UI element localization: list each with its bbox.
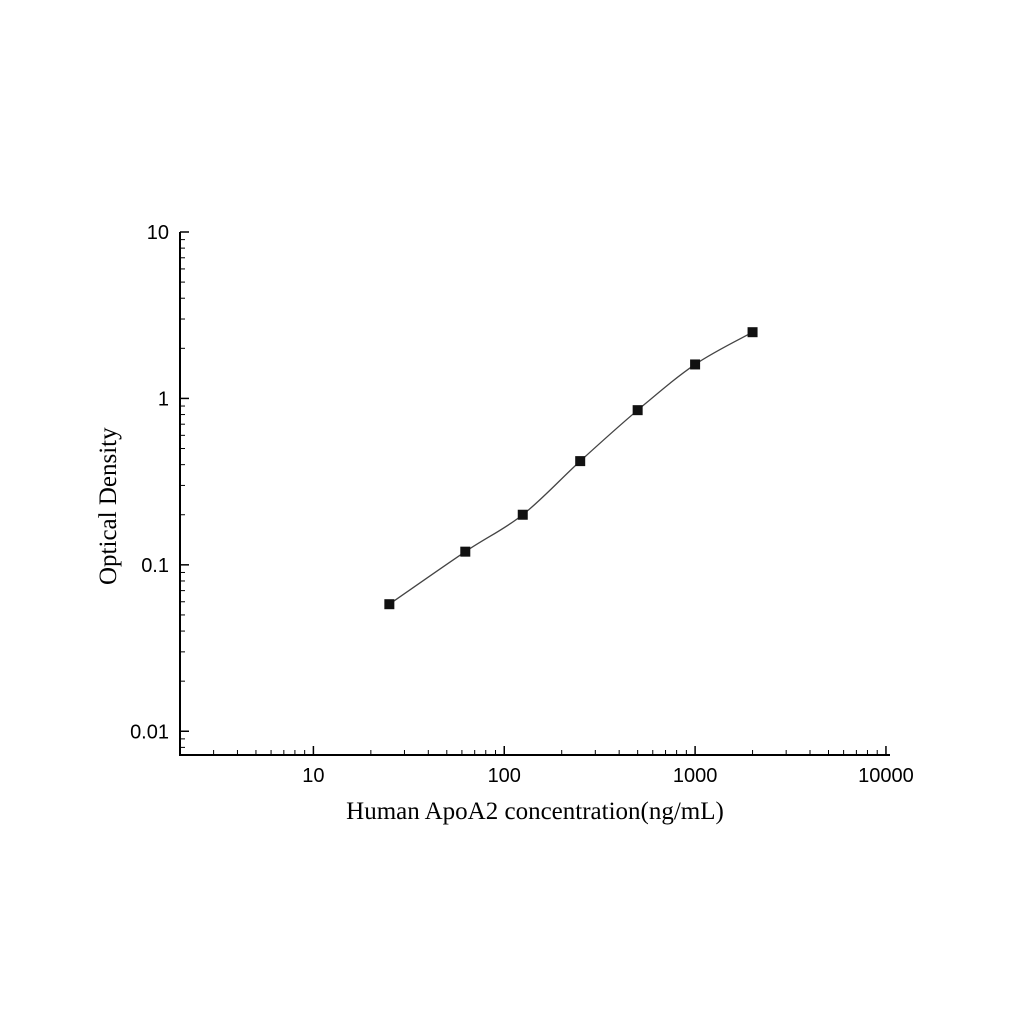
- x-tick-label: 10000: [858, 765, 914, 787]
- data-point-marker: [690, 359, 701, 370]
- data-point-marker: [517, 509, 528, 520]
- x-axis-label: Human ApoA2 concentration(ng/mL): [346, 798, 724, 825]
- data-point-marker: [575, 456, 586, 467]
- y-tick-label: 1: [158, 388, 169, 410]
- y-tick-label: 0.01: [130, 721, 169, 743]
- x-tick-label: 10: [302, 765, 324, 787]
- x-tick-label: 100: [488, 765, 521, 787]
- x-tick-label: 1000: [673, 765, 718, 787]
- data-point-marker: [384, 599, 395, 610]
- data-point-marker: [460, 546, 471, 557]
- axis-lines: [179, 232, 890, 756]
- data-point-marker: [747, 327, 758, 338]
- standard-curve-line: [388, 331, 753, 605]
- y-tick-label: 0.1: [141, 555, 169, 577]
- y-tick-label: 10: [147, 222, 169, 244]
- y-axis-label: Optical Density: [95, 427, 122, 585]
- data-point-marker: [632, 405, 643, 416]
